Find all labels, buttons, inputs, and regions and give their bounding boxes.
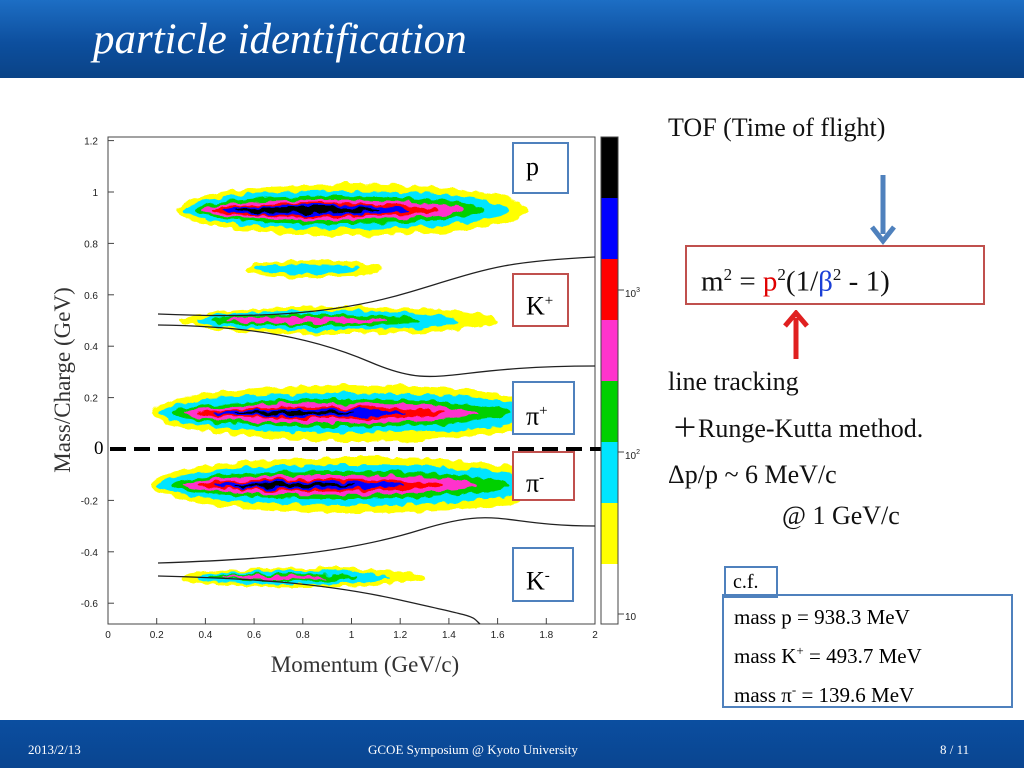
event-density-bands — [151, 183, 559, 588]
cf-label: c.f. — [724, 566, 778, 598]
footer-conference: GCOE Symposium @ Kyoto University — [368, 742, 578, 757]
label-proton: p — [512, 142, 569, 194]
kminus-lower-curve — [157, 575, 481, 625]
colorbar-labels: 103 102 10 — [625, 287, 640, 623]
x-tick-label: 1.8 — [539, 630, 553, 641]
kplus-lower-curve — [157, 324, 596, 378]
red-up-arrow-icon — [783, 310, 809, 359]
x-tick-label: 0 — [105, 630, 111, 641]
cut-curves — [157, 256, 596, 625]
x-tick-label: 2 — [592, 630, 598, 641]
x-tick-label: 1 — [349, 630, 355, 641]
tracking-line-2: ＋Runge-Kutta method. — [672, 414, 924, 443]
label-piminus: π- — [512, 451, 575, 501]
slide-title: particle identification — [93, 16, 467, 63]
footer-bar: 2013/2/13 GCOE Symposium @ Kyoto Univers… — [0, 720, 1024, 768]
x-axis-label: Momentum (GeV/c) — [271, 652, 459, 677]
footer-date: 2013/2/13 — [28, 742, 81, 757]
x-tick-label: 0.6 — [247, 630, 261, 641]
y-tick-label: -0.2 — [81, 496, 99, 507]
piplus-band-layer — [233, 411, 356, 416]
x-tick-label: 1.2 — [393, 630, 407, 641]
x-tick-label: 0.2 — [150, 630, 164, 641]
resolution-line-1: Δp/p ~ 6 MeV/c — [668, 460, 837, 489]
mass-momentum-plot: 103 102 10 1.210.80.60.40.2-0.2-0.4-0.6 … — [50, 136, 640, 677]
y-tick-label: 0.4 — [84, 342, 98, 353]
y-tick-label: 1.2 — [84, 137, 98, 148]
mass-proton: mass p = 938.3 MeV — [734, 605, 910, 629]
x-tick-label: 1.6 — [491, 630, 505, 641]
tracking-line-1: line tracking — [668, 367, 799, 396]
y-tick-label: -0.6 — [81, 599, 99, 610]
label-piplus: π+ — [512, 381, 575, 435]
reference-masses-box: mass p = 938.3 MeV mass K+ = 493.7 MeV m… — [722, 594, 1013, 708]
colorbar — [600, 136, 624, 625]
x-tick-label: 1.4 — [442, 630, 456, 641]
kplus-band-layer — [225, 317, 387, 324]
kplus-upper-curve — [157, 256, 596, 317]
kminus-upper-curve — [157, 517, 596, 564]
colorbar-label-10: 10 — [625, 612, 637, 623]
tof-heading: TOF (Time of flight) — [668, 113, 886, 142]
mass-kaon: mass K+ = 493.7 MeV — [734, 643, 922, 668]
y-tick-label: 0.6 — [84, 291, 98, 302]
y-tick-label: 0.2 — [84, 394, 98, 405]
x-tick-label: 0.4 — [198, 630, 212, 641]
colorbar-label-1000: 103 — [625, 287, 640, 300]
y-tick-label: 1 — [92, 188, 98, 199]
proton-band-layer — [235, 206, 380, 213]
y-tick-label: 0.8 — [84, 239, 98, 250]
zero-marker: 0 — [94, 438, 104, 459]
kminus-band-layer — [220, 575, 328, 580]
label-kminus: K- — [512, 547, 574, 602]
mass-formula: m2 = p2(1/β2 - 1) — [685, 245, 985, 305]
y-tick-label: -0.4 — [81, 548, 99, 559]
label-kplus: K+ — [512, 273, 569, 327]
resolution-line-2: @ 1 GeV/c — [782, 501, 900, 530]
footer-page-number: 8 / 11 — [940, 742, 970, 757]
x-tick-label: 0.8 — [296, 630, 310, 641]
piminus-band-layer — [233, 482, 356, 487]
colorbar-label-100: 102 — [625, 449, 640, 462]
blue-down-arrow-icon — [870, 175, 896, 246]
y-axis-label: Mass/Charge (GeV) — [50, 287, 75, 472]
title-bar: particle identification — [0, 0, 1024, 78]
mid-band-upper-layer — [253, 264, 359, 275]
mass-pion: mass π- = 139.6 MeV — [734, 682, 915, 707]
